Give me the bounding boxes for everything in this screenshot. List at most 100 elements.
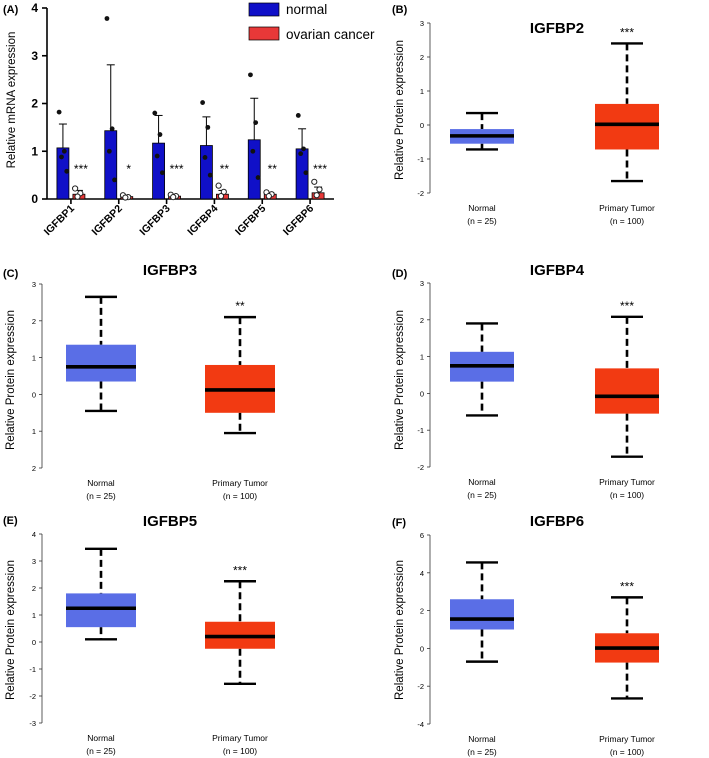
chart-a-svg: (A) Relative mRNA expression normal ovar… [3, 1, 375, 238]
data-point [248, 72, 253, 78]
x-category-label: Normal [87, 733, 115, 743]
bar-normal [247, 139, 261, 200]
chart-f-title: IGFBP6 [530, 513, 584, 530]
significance-label: *** [74, 162, 88, 176]
data-point [104, 16, 110, 21]
x-n-label: (n = 25) [86, 491, 116, 501]
x-category-label: Normal [468, 477, 496, 487]
y-tick-label: -1 [417, 426, 424, 435]
x-tick-label: IGFBP2 [90, 203, 125, 238]
x-n-label: (n = 100) [610, 747, 644, 757]
significance-label: *** [620, 579, 634, 593]
data-point [200, 100, 206, 105]
bar-normal [104, 130, 118, 200]
x-n-label: (n = 25) [467, 747, 497, 757]
data-point [253, 120, 259, 125]
y-tick-label: 2 [32, 317, 36, 326]
data-point [311, 178, 318, 185]
y-tick-label: 0 [31, 192, 38, 206]
data-point [56, 109, 62, 115]
chart-d-plot: -2 -1 0 1 2 3 Normal (n = 25) Primary Tumor (n = … [417, 279, 659, 500]
data-point [159, 170, 165, 176]
legend-label-ovarian-cancer: ovarian cancer [286, 27, 375, 42]
y-tick-label: 4 [31, 1, 38, 15]
panel-e: (E) IGFBP5 Relative Protein expression -… [0, 510, 354, 758]
x-tick-label: IGFBP6 [281, 203, 316, 238]
bar-normal [200, 145, 213, 200]
data-point [217, 193, 225, 200]
x-category-label: Primary Tumor [212, 478, 268, 488]
y-tick-label: 1 [420, 353, 424, 362]
y-tick-label: 2 [420, 53, 424, 62]
x-category-label: Primary Tumor [599, 477, 655, 487]
chart-e-svg: (E) IGFBP5 Relative Protein expression -… [3, 513, 275, 756]
box-tumor [595, 103, 659, 150]
legend-label-normal: normal [286, 2, 327, 17]
x-n-label: (n = 100) [223, 491, 257, 501]
data-point [154, 153, 160, 159]
data-point [59, 154, 64, 160]
significance-label: *** [313, 162, 327, 176]
panel-label-f: (F) [392, 517, 406, 529]
significance-label: * [126, 162, 131, 176]
y-tick-label: 0 [420, 644, 424, 653]
x-n-label: (n = 25) [86, 746, 116, 756]
chart-d-title: IGFBP4 [530, 262, 585, 279]
data-point [61, 148, 67, 154]
data-point [301, 146, 306, 152]
legend-swatch-normal [248, 2, 280, 17]
data-point [157, 132, 163, 137]
data-point [220, 188, 227, 195]
panel-label-a: (A) [3, 4, 19, 16]
chart-b-title: IGFBP2 [530, 20, 584, 37]
box-tumor [595, 368, 659, 414]
data-point [112, 177, 117, 183]
data-point [109, 126, 115, 132]
y-tick-label: 3 [32, 280, 36, 289]
significance-label: *** [170, 162, 184, 176]
significance-label: *** [620, 25, 634, 39]
box-normal [450, 599, 514, 630]
data-point [250, 148, 256, 154]
chart-e-ylabel: Relative Protein expression [5, 560, 17, 700]
y-tick-label: 0 [420, 121, 424, 130]
data-point [202, 155, 208, 160]
data-point [106, 148, 112, 154]
y-tick-label: 6 [420, 531, 424, 540]
panel-f: (F) IGFBP6 Relative Protein expression -… [390, 510, 709, 758]
chart-b-svg: (B) IGFBP2 Relative Protein expression -… [392, 4, 659, 226]
chart-c-ylabel: Relative Protein expression [5, 310, 17, 450]
data-point [298, 151, 304, 157]
data-point [316, 186, 323, 193]
panel-b: (B) IGFBP2 Relative Protein expression -… [390, 0, 709, 260]
y-tick-label: 3 [32, 557, 36, 566]
x-n-label: (n = 25) [467, 216, 497, 226]
chart-a-ylabel: Relative mRNA expression [6, 32, 18, 169]
chart-c-plot: 2 1 0 1 2 3 Normal (n = 25) Primary Tumor (n = 10… [32, 280, 275, 501]
panel-label-c: (C) [3, 268, 19, 280]
y-tick-label: -1 [417, 155, 424, 164]
chart-e-title: IGFBP5 [143, 513, 197, 530]
y-tick-label: 3 [420, 19, 424, 28]
y-tick-label: 2 [32, 584, 36, 593]
y-tick-label: 2 [420, 607, 424, 616]
panel-c: (C) IGFBP3 Relative Protein expression 2… [0, 260, 354, 510]
significance-label: *** [233, 563, 247, 577]
x-tick-label: IGFBP4 [185, 203, 220, 238]
y-tick-label: 1 [32, 611, 36, 620]
y-tick-label: -2 [417, 463, 424, 472]
x-n-label: (n = 25) [467, 490, 497, 500]
data-point [295, 113, 301, 118]
y-tick-label: 0 [32, 638, 36, 647]
significance-label: ** [235, 299, 245, 313]
y-tick-label: 1 [32, 427, 36, 436]
x-category-label: Normal [468, 734, 496, 744]
y-tick-label: 2 [31, 97, 38, 111]
y-tick-label: -3 [29, 719, 36, 728]
y-tick-label: -2 [417, 682, 424, 691]
panel-label-e: (E) [3, 515, 18, 527]
data-point [207, 172, 213, 178]
x-tick-label: IGFBP1 [42, 203, 77, 238]
chart-b-plot: -2 -1 0 1 2 3 Normal (n = 25) Primary Tumor (n = … [417, 19, 659, 226]
x-tick-label: IGFBP5 [233, 203, 268, 238]
